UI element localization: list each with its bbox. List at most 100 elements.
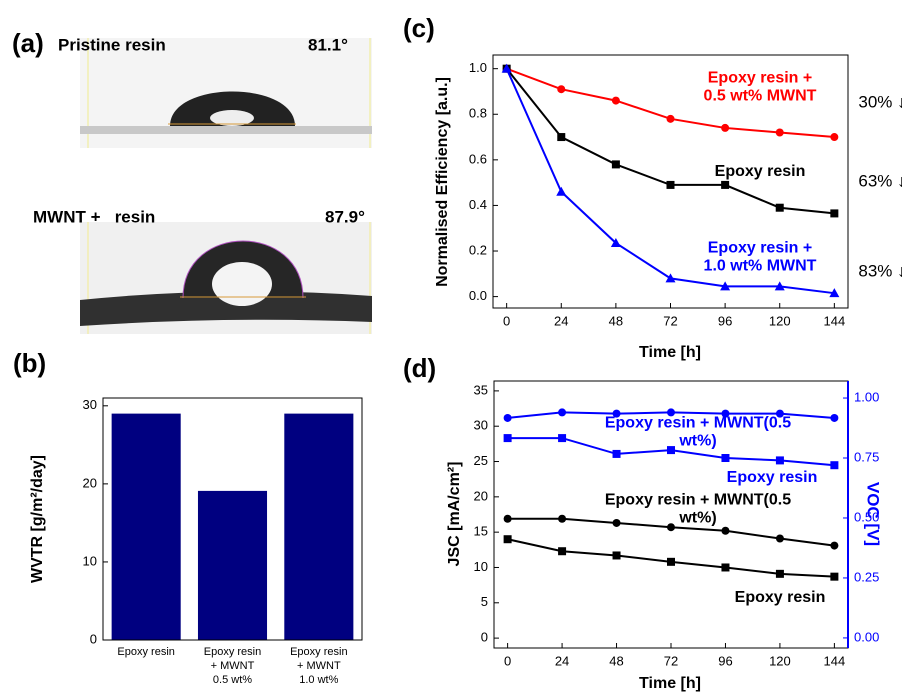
point xyxy=(611,96,620,105)
x-tick-label: 48 xyxy=(609,653,623,668)
x-tick-label: 72 xyxy=(663,313,677,328)
y-tick-label: 30 xyxy=(83,397,97,412)
point xyxy=(830,209,839,218)
point xyxy=(830,461,839,470)
point xyxy=(612,518,621,527)
point xyxy=(829,288,840,298)
y-tick-label: 5 xyxy=(481,594,488,609)
y-tick-label: 10 xyxy=(83,553,97,568)
point xyxy=(666,114,675,123)
point xyxy=(721,454,730,463)
point xyxy=(503,434,512,443)
point xyxy=(720,281,731,291)
y-tick-label: 15 xyxy=(474,524,488,539)
point xyxy=(556,186,567,196)
series-label: Epoxy resin xyxy=(734,588,826,606)
y-tick-label: 10 xyxy=(474,559,488,574)
series-label: Epoxy resin xyxy=(714,162,806,180)
series-label: Epoxy resin + 1.0 wt% MWNT xyxy=(703,239,817,275)
photo-top xyxy=(80,38,372,148)
point xyxy=(775,128,784,137)
y2-tick-label: 0.00 xyxy=(854,629,879,644)
point xyxy=(667,408,675,417)
point xyxy=(501,63,512,73)
bar xyxy=(284,413,354,640)
y-tick-label: 0.4 xyxy=(469,197,487,212)
x-tick-label: 144 xyxy=(824,653,846,668)
y-tick-label: 0.8 xyxy=(469,106,487,121)
y-tick-label: 1.0 xyxy=(469,60,487,75)
point xyxy=(503,535,512,544)
point xyxy=(667,446,675,455)
annotation: 83% ↓ xyxy=(858,261,902,280)
y-axis-title: JSC [mA/cm²] xyxy=(446,462,463,567)
point xyxy=(830,413,839,422)
photo-label: MWNT + resin xyxy=(33,207,155,226)
point xyxy=(558,514,567,523)
x-tick-label: 72 xyxy=(664,653,678,668)
y-tick-label: 25 xyxy=(474,453,488,468)
x-tick-label: 96 xyxy=(718,313,732,328)
plot-frame xyxy=(102,397,363,641)
point xyxy=(610,238,621,248)
point xyxy=(830,572,839,581)
point xyxy=(775,569,784,578)
y-tick-label: 20 xyxy=(474,488,488,503)
series-label: Epoxy resin + MWNT(0.5 wt%) xyxy=(604,414,792,450)
y-axis-title: Normalised Efficiency [a.u.] xyxy=(434,77,451,287)
series-label: Epoxy resin xyxy=(726,468,818,486)
point xyxy=(721,123,730,132)
y-tick-label: 35 xyxy=(474,382,488,397)
x-tick-label: 96 xyxy=(718,653,732,668)
contact-angle: 87.9° xyxy=(325,207,365,226)
point xyxy=(503,413,512,422)
photo-label: Pristine resin xyxy=(58,35,166,54)
point xyxy=(775,409,784,418)
y-tick-label: 0 xyxy=(90,631,97,646)
point xyxy=(611,160,620,169)
y-tick-label: 0.2 xyxy=(469,242,487,257)
point xyxy=(667,523,675,532)
point xyxy=(721,563,730,572)
x-tick-label: 0 xyxy=(504,653,511,668)
point xyxy=(503,514,512,523)
point xyxy=(667,557,675,566)
x-axis-title: Time [h] xyxy=(639,675,701,692)
x-tick-label: 120 xyxy=(769,653,791,668)
annotation: 30% ↓ xyxy=(858,92,902,111)
point xyxy=(558,408,567,417)
y-tick-label: 20 xyxy=(83,475,97,490)
panel-label: (c) xyxy=(403,13,435,43)
contact-angle: 81.1° xyxy=(308,35,348,54)
panel-label: (b) xyxy=(13,348,46,378)
point xyxy=(665,273,676,283)
series-label: Epoxy resin + 0.5 wt% MWNT xyxy=(703,69,817,105)
point xyxy=(775,534,784,543)
point xyxy=(612,409,621,418)
y2-tick-label: 0.50 xyxy=(854,509,879,524)
point xyxy=(830,541,839,550)
point xyxy=(774,281,785,291)
y-tick-label: 30 xyxy=(474,418,488,433)
panel-label: (d) xyxy=(403,353,436,383)
x-tick-label: 0 xyxy=(503,313,510,328)
point xyxy=(558,547,567,556)
y2-tick-label: 1.00 xyxy=(854,389,879,404)
series-label: Epoxy resin + MWNT(0.5 wt%) xyxy=(604,491,792,527)
x-tick-label: 144 xyxy=(823,313,845,328)
y-tick-label: 0 xyxy=(481,630,488,645)
point xyxy=(775,456,784,465)
y2-tick-label: 0.75 xyxy=(854,449,879,464)
x-axis-title: Time [h] xyxy=(639,344,701,361)
point xyxy=(612,551,621,560)
x-tick-label: 48 xyxy=(609,313,623,328)
y-tick-label: 0.6 xyxy=(469,151,487,166)
point xyxy=(775,203,784,212)
panel-label: (a) xyxy=(12,28,44,58)
point xyxy=(721,526,730,535)
x-tick-label: 24 xyxy=(555,653,569,668)
x-tick-label: Epoxy resin + MWNT 0.5 wt% xyxy=(203,646,262,686)
y-tick-label: 0.0 xyxy=(469,288,487,303)
bar xyxy=(197,490,268,640)
